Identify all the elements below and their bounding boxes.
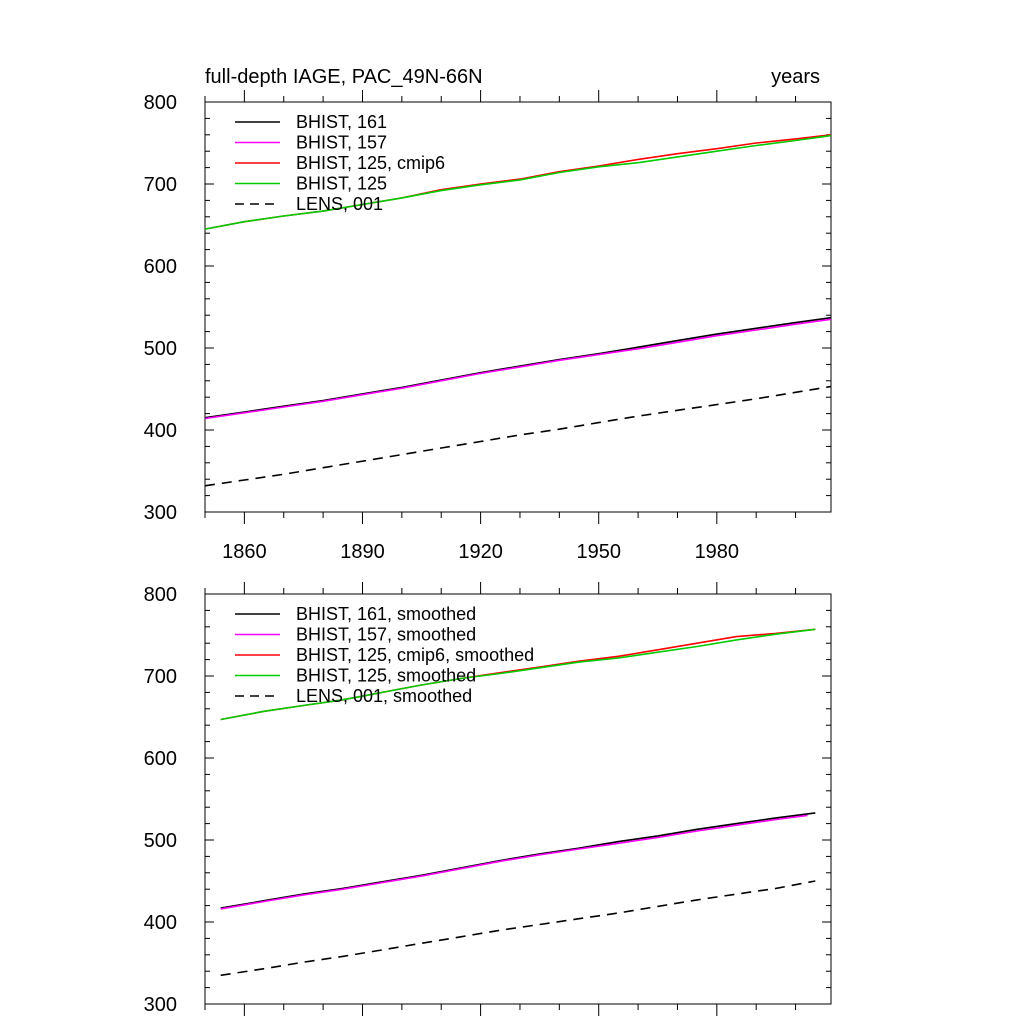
x-tick-label: 1980: [695, 541, 740, 563]
top-panel: 300 400 500 600 700 800 1860 1890 1920 1950 1980 BH…: [144, 90, 832, 563]
legend-label: BHIST, 157: [296, 133, 387, 153]
chart-title: full-depth IAGE, PAC_49N-66N: [205, 66, 483, 88]
legend-label: BHIST, 161, smoothed: [296, 604, 476, 624]
series-line-4: [220, 880, 816, 977]
legend-label: BHIST, 125, smoothed: [296, 666, 476, 686]
y-tick-label: 400: [144, 912, 177, 934]
legend-label: BHIST, 157, smoothed: [296, 625, 476, 645]
y-tick-label: 300: [144, 502, 177, 524]
plot-frame: [204, 101, 832, 513]
y-tick-label: 300: [144, 994, 177, 1016]
x-tick-label: 1920: [458, 541, 503, 563]
series-line-1: [204, 318, 832, 420]
y-tick-label: 700: [144, 666, 177, 688]
legend-label: BHIST, 125, cmip6, smoothed: [296, 645, 534, 665]
x-tick-label: 1890: [340, 541, 385, 563]
series-line-1: [220, 814, 808, 910]
units-label: years: [771, 66, 820, 88]
y-tick-label: 500: [144, 338, 177, 360]
y-tick-label: 600: [144, 256, 177, 278]
series-line-3: [204, 134, 832, 230]
legend-label: LENS, 001, smoothed: [296, 686, 472, 706]
x-tick-label: 1860: [222, 541, 267, 563]
x-tick-label: 1950: [576, 541, 621, 563]
series-line-4: [204, 385, 832, 487]
plot-frame: [204, 593, 832, 1005]
y-tick-label: 700: [144, 174, 177, 196]
legend-label: LENS, 001: [296, 194, 383, 214]
legend-label: BHIST, 161: [296, 112, 387, 132]
y-tick-label: 800: [144, 92, 177, 114]
y-tick-label: 400: [144, 420, 177, 442]
y-tick-label: 600: [144, 748, 177, 770]
y-tick-label: 500: [144, 830, 177, 852]
legend-label: BHIST, 125: [296, 174, 387, 194]
legend-label: BHIST, 125, cmip6: [296, 153, 445, 173]
y-tick-label: 800: [144, 584, 177, 606]
series-line-3: [220, 628, 816, 721]
